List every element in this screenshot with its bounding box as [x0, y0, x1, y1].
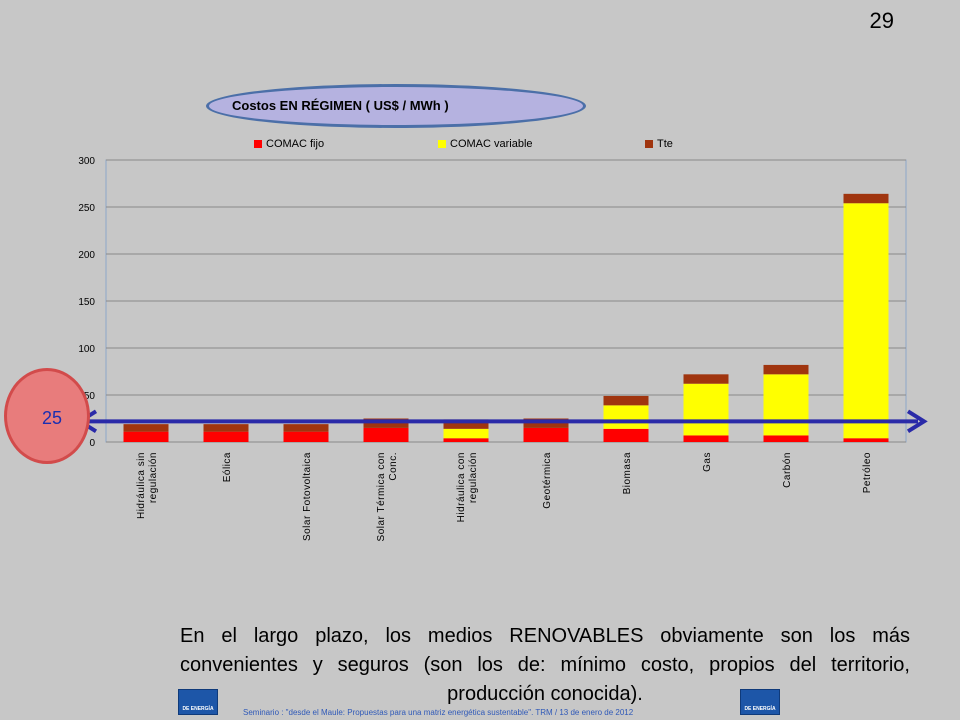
reference-value-label: 25 [42, 408, 63, 428]
bar-3-10 [843, 193, 889, 204]
chart-title: Costos EN RÉGIMEN ( US$ / MWh ) [232, 98, 449, 113]
x-tick-label-6: Geotérmica [542, 452, 553, 509]
y-tick-label-0: 0 [89, 438, 95, 449]
bar-3-8 [683, 374, 729, 384]
bar-1-9 [763, 435, 809, 442]
bar-3-1 [123, 424, 169, 432]
legend-label-comac-fijo: COMAC fijo [266, 138, 325, 150]
x-tick-label-2: Eólica [222, 452, 233, 482]
bar-1-4 [363, 427, 409, 442]
bar-2-9 [763, 374, 809, 436]
x-tick-label-4: Solar Térmica conConc. [376, 452, 399, 541]
logo-text-right: DE ENERGÍA [744, 706, 776, 712]
bar-2-10 [843, 203, 889, 439]
x-tick-label-3: Solar Fotovoltaica [302, 452, 313, 541]
bar-1-6 [523, 427, 569, 442]
x-tick-label-line: Geotérmica [542, 452, 553, 509]
x-tick-label-9: Carbón [782, 452, 793, 488]
legend-swatch-comac-variable [438, 140, 446, 148]
logo-text-left: DE ENERGÍA [182, 706, 214, 712]
y-tick-label-200: 200 [78, 250, 95, 261]
bar-2-5 [443, 428, 489, 439]
bar-3-9 [763, 364, 809, 375]
footer-text: Seminario : "desde el Maule: Propuestas … [243, 708, 634, 717]
bar-1-3 [283, 431, 329, 442]
x-tick-label-line: Gas [702, 452, 713, 472]
bar-3-7 [603, 395, 649, 406]
x-tick-label-line: regulación [468, 452, 479, 503]
x-tick-label-8: Gas [702, 452, 713, 472]
x-tick-label-line: Eólica [222, 452, 233, 482]
y-tick-label-300: 300 [78, 156, 95, 167]
x-tick-label-line: Hidráulica con [456, 452, 467, 522]
x-tick-label-1: Hidráulica sinregulación [136, 452, 159, 519]
y-tick-label-100: 100 [78, 344, 95, 355]
y-tick-label-150: 150 [78, 297, 95, 308]
x-tick-label-line: regulación [148, 452, 159, 503]
x-tick-label-10: Petróleo [862, 452, 873, 493]
slide-number: 29 [869, 8, 894, 33]
x-tick-label-line: Solar Fotovoltaica [302, 452, 313, 541]
x-tick-label-5: Hidráulica conregulación [456, 452, 479, 522]
reference-arrow-right [906, 409, 928, 434]
x-tick-label-line: Solar Térmica con [376, 452, 387, 541]
x-tick-label-line: Petróleo [862, 452, 873, 493]
x-tick-label-line: Hidráulica sin [136, 452, 147, 519]
x-tick-label-7: Biomasa [622, 452, 633, 494]
legend-label-comac-variable: COMAC variable [450, 138, 533, 150]
bar-2-8 [683, 383, 729, 436]
legend-label-tte: Tte [657, 138, 673, 150]
legend-swatch-comac-fijo [254, 140, 262, 148]
ministry-logo-left: DE ENERGÍA [178, 689, 218, 715]
chart-title-ellipse [206, 84, 586, 128]
bar-3-5 [443, 419, 489, 429]
conclusion-text: En el largo plazo, los medios RENOVABLES… [180, 625, 910, 705]
y-tick-label-50: 50 [84, 391, 96, 402]
bar-1-2 [203, 431, 249, 442]
x-tick-label-line: Carbón [782, 452, 793, 488]
bar-3-2 [203, 424, 249, 432]
bar-1-5 [443, 438, 489, 442]
bar-1-10 [843, 438, 889, 442]
legend-swatch-tte [645, 140, 653, 148]
reference-circle [4, 368, 90, 464]
y-tick-label-250: 250 [78, 203, 95, 214]
bar-1-1 [123, 431, 169, 442]
bar-3-3 [283, 424, 329, 432]
bar-1-7 [603, 428, 649, 442]
x-tick-label-line: Biomasa [622, 452, 633, 494]
x-tick-label-line: Conc. [388, 452, 399, 481]
bar-2-7 [603, 405, 649, 429]
bar-1-8 [683, 435, 729, 442]
ministry-logo-right: DE ENERGÍA [740, 689, 780, 715]
